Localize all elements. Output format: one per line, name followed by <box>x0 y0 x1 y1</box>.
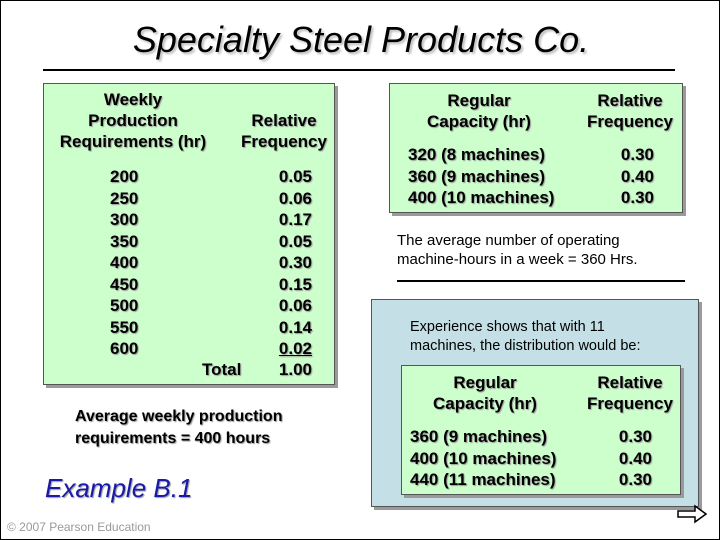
average-production-note: Average weekly production requirements =… <box>75 408 283 447</box>
frequency-value: 0.17 <box>278 210 312 229</box>
capacity-value: 360 (9 machines) <box>408 166 546 186</box>
requirement-value: 550 <box>110 317 139 337</box>
requirement-value: 400 <box>110 253 139 272</box>
copyright: © 2007 Pearson Education <box>7 520 151 534</box>
slide-title: Specialty Steel Products Co. <box>132 19 590 60</box>
frequency-value: 0.14 <box>278 317 312 337</box>
regular-capacity-table: Regular Capacity (hr) Relative Frequency… <box>389 83 683 213</box>
note-underline <box>397 280 685 282</box>
average-hours-note: The average number of operating machine-… <box>397 232 638 268</box>
frequency-value: 0.30 <box>618 470 652 489</box>
experience-capacity-column: 360 (9 machines) 400 (10 machines) 440 (11… <box>410 426 556 491</box>
frequency-value: 0.05 <box>278 231 312 251</box>
capacity-value: 440 (11 machines) <box>410 470 556 489</box>
frequency-value: 0.06 <box>278 188 312 208</box>
header-regular-capacity: Regular Capacity (hr) <box>427 91 531 131</box>
experience-capacity-table: Regular Capacity (hr) Relative Frequency… <box>401 365 681 495</box>
example-label: Example B.1 <box>45 473 193 503</box>
capacity-value: 320 (8 machines) <box>408 145 546 164</box>
frequency-value: 0.30 <box>618 427 652 446</box>
header-relative-frequency-experience: Relative Frequency <box>587 373 673 413</box>
requirement-value: 350 <box>110 231 139 251</box>
right-arrow-icon[interactable] <box>677 504 708 529</box>
header-relative-frequency-left: Relative Frequency <box>241 111 327 151</box>
header-relative-frequency-right: Relative Frequency <box>587 91 673 131</box>
frequency-column-left: 0.05 0.06 0.17 0.05 0.30 0.15 0.06 0.14 0.02 <box>262 166 312 360</box>
frequency-value: 0.30 <box>278 253 312 272</box>
capacity-value: 400 (10 machines) <box>408 188 555 207</box>
frequency-value: 0.40 <box>620 166 654 186</box>
title-divider <box>43 69 675 71</box>
capacity-value: 400 (10 machines) <box>410 448 557 468</box>
requirements-column: 200 250 300 350 400 450 500 550 600 <box>110 166 170 360</box>
frequency-value: 0.40 <box>618 448 652 468</box>
capacity-column: 320 (8 machines) 360 (9 machines) 400 (10 … <box>408 144 554 209</box>
right-arrow-svg <box>677 504 708 524</box>
production-requirements-table: Weekly Production Requirements (hr) Rela… <box>43 83 335 385</box>
total-value: 1.00 <box>278 360 312 379</box>
requirement-value: 250 <box>110 188 139 208</box>
frequency-value: 0.30 <box>620 188 654 207</box>
frequency-value: 0.05 <box>278 167 312 186</box>
frequency-value: 0.06 <box>278 296 312 315</box>
requirement-value: 200 <box>110 167 139 186</box>
frequency-value: 0.30 <box>620 145 654 164</box>
header-regular-capacity-experience: Regular Capacity (hr) <box>433 373 537 413</box>
requirement-value: 300 <box>110 210 139 229</box>
requirement-value: 450 <box>110 274 139 294</box>
experience-note: Experience shows that with 11 machines, … <box>410 319 641 354</box>
header-weekly-production-requirements: Weekly Production Requirements (hr) <box>59 90 207 151</box>
capacity-value: 360 (9 machines) <box>410 427 548 446</box>
frequency-value: 0.15 <box>278 274 312 294</box>
frequency-value: 0.02 <box>278 339 312 358</box>
frequency-column-right: 0.30 0.40 0.30 <box>604 144 654 209</box>
experience-frequency-column: 0.30 0.40 0.30 <box>602 426 652 491</box>
requirement-value: 600 <box>110 339 139 358</box>
requirement-value: 500 <box>110 296 139 315</box>
total-label: Total <box>202 360 242 379</box>
